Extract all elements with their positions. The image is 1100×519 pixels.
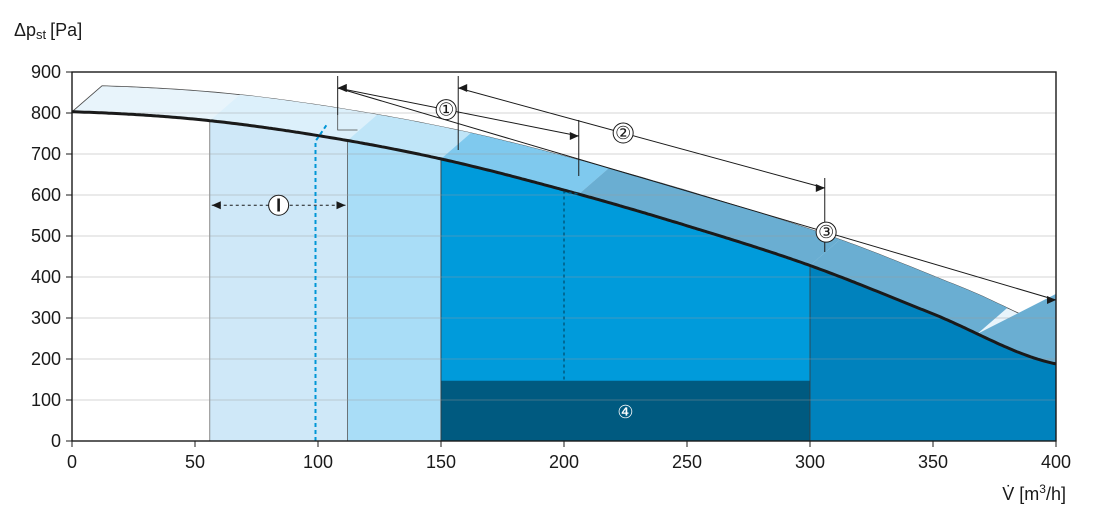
axes xyxy=(66,71,1057,447)
range-line-1 xyxy=(337,87,579,137)
range-annotations: ① ② ③ I xyxy=(211,76,1057,304)
y-tick-label-700: 700 xyxy=(31,144,61,164)
y-tick-label-100: 100 xyxy=(31,390,61,410)
x-tick-label-350: 350 xyxy=(918,452,948,472)
arrow-left-2 xyxy=(458,84,468,92)
range-label-3: ③ xyxy=(818,222,834,242)
y-tick-label-500: 500 xyxy=(31,226,61,246)
characteristic-curve xyxy=(72,110,1057,441)
x-tick-label-250: 250 xyxy=(672,452,702,472)
band-seg-f xyxy=(977,293,1056,364)
range-line-3 xyxy=(337,87,1057,301)
band-seg-e xyxy=(810,239,1008,334)
arrow-left-I xyxy=(211,201,221,210)
curve-band xyxy=(70,85,1057,365)
range-notch xyxy=(337,115,358,131)
x-axis-label: V̇ [m3/h] xyxy=(1002,482,1066,504)
range-label-I: I xyxy=(276,195,281,215)
range-label-2: ② xyxy=(615,123,631,143)
x-tick-label-50: 50 xyxy=(185,452,205,472)
arrow-right-I xyxy=(336,201,346,210)
arrow-right-3 xyxy=(1047,296,1056,304)
region-label-5: ④ xyxy=(617,402,633,422)
x-tick-label-300: 300 xyxy=(795,452,825,472)
range-badge-2 xyxy=(612,122,634,144)
x-tick-label-400: 400 xyxy=(1041,452,1071,472)
y-tick-label-200: 200 xyxy=(31,349,61,369)
band-seg-d xyxy=(578,168,840,266)
arrow-right-2 xyxy=(815,184,825,192)
band-seg-b xyxy=(347,114,471,159)
y-tick-label-300: 300 xyxy=(31,308,61,328)
x-tick-label-0: 0 xyxy=(67,452,77,472)
y-tick-label-0: 0 xyxy=(51,431,61,451)
region-5 xyxy=(441,380,810,441)
range-badge-3 xyxy=(815,221,837,243)
y-axis-label: Δpst [Pa] xyxy=(14,20,82,42)
x-tick-label-150: 150 xyxy=(426,452,456,472)
tick-labels: 0 50 100 150 200 250 300 350 400 0 100 200 300 400 500… xyxy=(31,62,1071,472)
range-badge-I xyxy=(268,194,290,216)
region-2 xyxy=(347,140,442,442)
region-3 xyxy=(441,158,810,441)
dotted-line-1 xyxy=(314,122,329,441)
region-1 xyxy=(209,120,348,442)
y-tick-label-600: 600 xyxy=(31,185,61,205)
y-tick-label-900: 900 xyxy=(31,62,61,82)
range-label-1: ① xyxy=(438,100,454,120)
dotted-line-2 xyxy=(563,191,579,380)
range-line-2 xyxy=(458,87,825,189)
operating-regions: ④ xyxy=(209,120,1056,442)
x-tick-label-100: 100 xyxy=(303,452,333,472)
band-seg-a xyxy=(209,94,378,141)
arrow-right-1 xyxy=(569,132,579,140)
arrow-left-3 xyxy=(337,84,347,92)
x-tick-label-200: 200 xyxy=(549,452,579,472)
y-tick-label-400: 400 xyxy=(31,267,61,287)
band-seg-c xyxy=(441,132,609,195)
curve-line xyxy=(72,110,1057,366)
y-tick-label-800: 800 xyxy=(31,103,61,123)
region-4 xyxy=(810,265,1056,441)
